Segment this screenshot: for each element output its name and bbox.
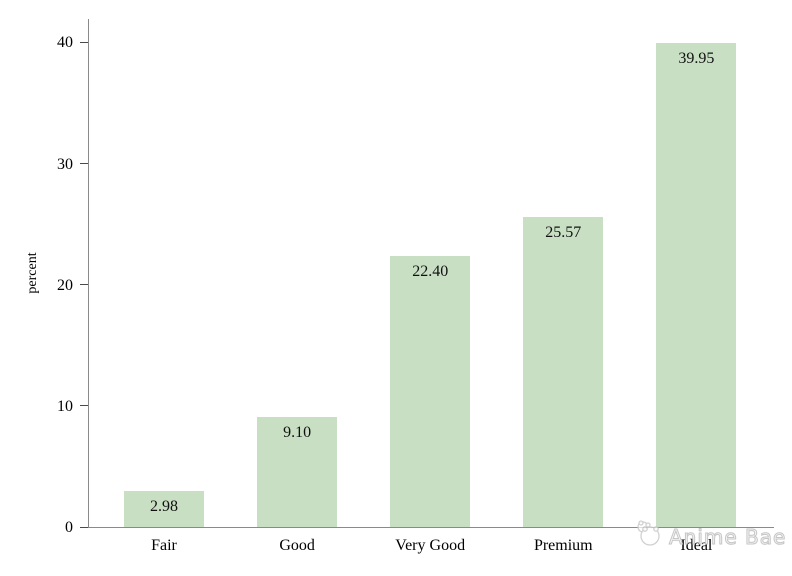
y-tick-label: 30 (57, 155, 73, 173)
x-tick-label-good: Good (279, 537, 315, 554)
bar-fair: 2.98 (124, 490, 204, 527)
bar-value-label: 39.95 (678, 50, 715, 68)
bar-value-label: 2.98 (150, 497, 178, 515)
y-tick-mark (80, 163, 88, 165)
y-tick-label: 0 (65, 519, 73, 536)
bar-premium: 25.57 (523, 217, 604, 527)
x-tick-label-fair: Fair (151, 537, 177, 554)
plot-area: 0 10 20 30 40 2.98 9.10 22.40 25.57 39.95 Fair Go… (57, 19, 774, 554)
y-tick-mark (80, 41, 88, 43)
y-tick-label: 40 (57, 34, 73, 52)
x-tick-label-very-good: Very Good (395, 537, 466, 554)
bar-value-label: 9.10 (283, 423, 312, 441)
y-tick-label: 20 (57, 276, 73, 294)
y-tick-mark (80, 284, 88, 286)
bar-very-good: 22.40 (390, 255, 471, 527)
bar-value-label: 25.57 (545, 224, 582, 242)
x-tick-label-premium: Premium (533, 537, 593, 554)
bar-value-label: 22.40 (412, 262, 449, 280)
bar-ideal: 39.95 (656, 43, 737, 527)
y-tick-label: 10 (57, 397, 73, 415)
bar-good: 9.10 (257, 416, 338, 527)
y-tick-mark (80, 526, 88, 528)
y-tick-mark (80, 405, 88, 407)
x-tick-label-ideal: Ideal (680, 537, 713, 554)
